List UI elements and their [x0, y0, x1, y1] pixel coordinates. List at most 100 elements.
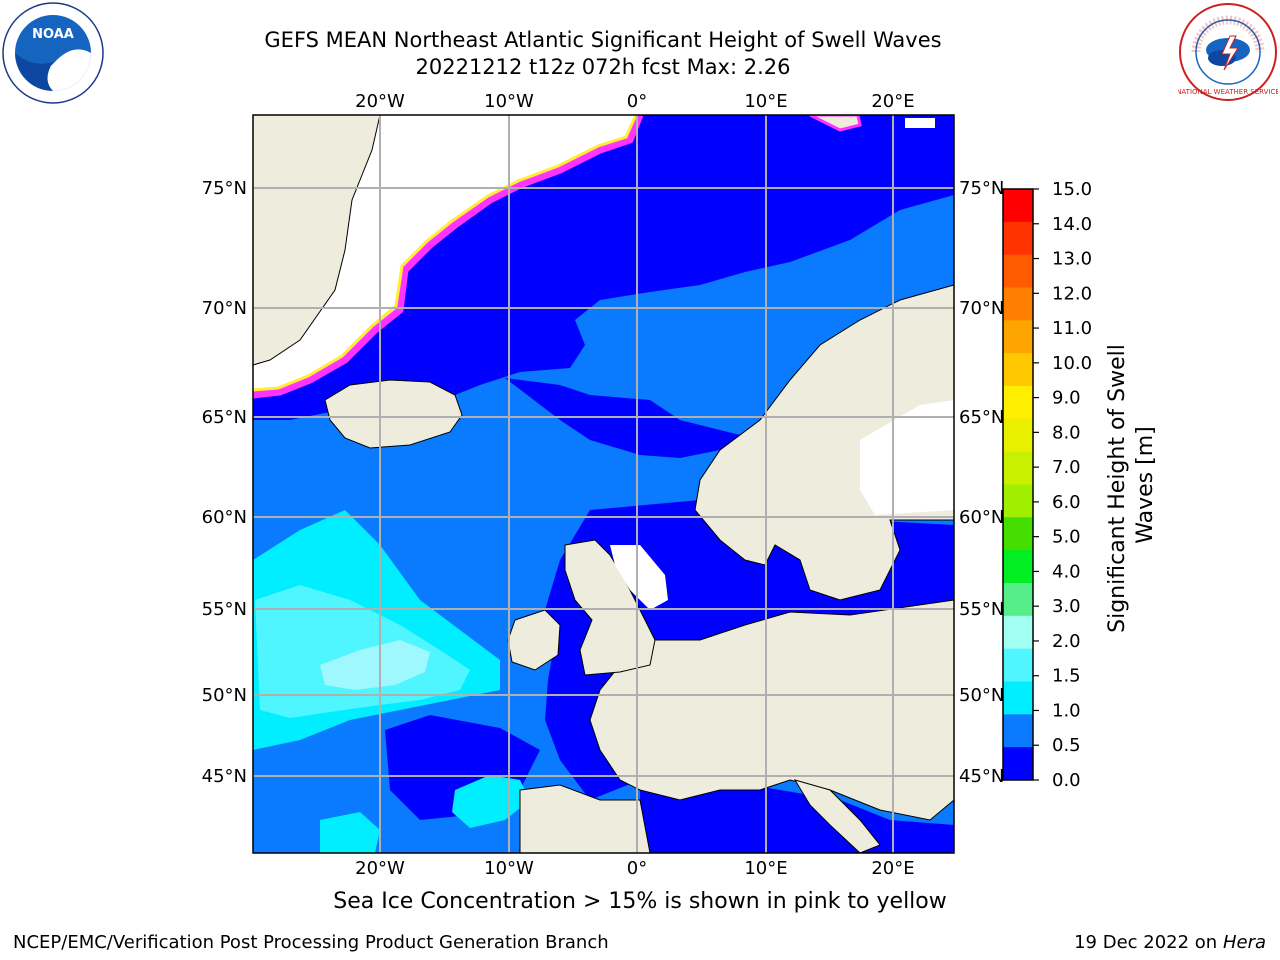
colorbar-tick-label: 1.5	[1052, 666, 1081, 687]
colorbar-tick-label: 15.0	[1052, 179, 1092, 200]
colorbar-swatch	[1003, 189, 1033, 223]
lat-labels-left: 75°N 70°N 65°N 60°N 55°N 50°N 45°N	[202, 178, 247, 787]
sea-ice-patch-barents	[905, 118, 935, 128]
lon-label-top: 10°W	[484, 91, 534, 112]
sea-ice-caption: Sea Ice Concentration > 15% is shown in …	[333, 889, 947, 914]
colorbar-tick-label: 1.0	[1052, 700, 1081, 721]
colorbar-swatch	[1003, 714, 1033, 748]
lat-label-right: 70°N	[959, 298, 1004, 319]
footer-date-text: 19 Dec 2022 on	[1074, 932, 1218, 953]
colorbar-frame	[1002, 188, 1034, 781]
colorbar	[1003, 189, 1033, 781]
sea-ice-patch-north-sea	[610, 545, 668, 610]
iberia-landmass	[519, 784, 651, 853]
svalbard-landmass	[809, 115, 862, 132]
map-plot-area	[253, 115, 954, 853]
colorbar-swatch	[1003, 386, 1033, 420]
footer-machine: Hera	[1222, 932, 1266, 953]
nws-logo: NATIONAL WEATHER SERVICE	[1178, 3, 1278, 101]
noaa-logo-text: NOAA	[32, 27, 74, 42]
lat-label-right: 50°N	[959, 685, 1004, 706]
colorbar-label-line1: Significant Height of Swell	[1105, 344, 1130, 633]
colorbar-swatch	[1003, 681, 1033, 715]
colorbar-tick-label: 7.0	[1052, 457, 1081, 478]
noaa-logo: NOAA	[2, 2, 104, 104]
swell-region-1.0-1.5-iberia	[452, 775, 530, 828]
lon-label-bottom: 20°W	[355, 858, 405, 879]
colorbar-tick-label: 5.0	[1052, 527, 1081, 548]
lat-label-right: 75°N	[959, 178, 1004, 199]
colorbar-swatch	[1003, 550, 1033, 584]
colorbar-swatch	[1003, 615, 1033, 650]
colorbar-tick-label: 0.0	[1052, 770, 1081, 791]
colorbar-tick-label: 10.0	[1052, 353, 1092, 374]
colorbar-tick-label: 12.0	[1052, 283, 1092, 304]
colorbar-swatch	[1003, 418, 1033, 453]
lon-labels-bottom: 20°W 10°W 0° 10°E 20°E	[355, 858, 914, 879]
lat-label-right: 65°N	[959, 407, 1004, 428]
lon-labels-top: 20°W 10°W 0° 10°E 20°E	[355, 91, 914, 112]
colorbar-swatch	[1003, 583, 1033, 617]
colorbar-tick-label: 8.0	[1052, 422, 1081, 443]
colorbar-swatch	[1003, 320, 1033, 354]
lat-labels-right: 75°N 70°N 65°N 60°N 55°N 50°N 45°N	[959, 178, 1004, 787]
lat-label-right: 60°N	[959, 507, 1004, 528]
colorbar-tick-label: 9.0	[1052, 388, 1081, 409]
lat-label-left: 55°N	[202, 599, 247, 620]
lon-label-top: 0°	[627, 91, 647, 112]
lat-label-right: 55°N	[959, 599, 1004, 620]
colorbar-tick-label: 0.5	[1052, 735, 1081, 756]
lat-label-left: 45°N	[202, 766, 247, 787]
colorbar-tick-labels: 15.0 14.0 13.0 12.0 11.0 10.0 9.0 8.0 7.0 6.0 5.0 4…	[1033, 179, 1092, 791]
lon-label-bottom: 0°	[627, 858, 647, 879]
footer-credit: NCEP/EMC/Verification Post Processing Pr…	[13, 932, 609, 953]
footer-date: 19 Dec 2022 on Hera	[1074, 932, 1266, 953]
iceland-landmass	[324, 379, 463, 449]
swell-region-2.0-2.5	[320, 640, 430, 690]
lon-label-top: 20°W	[355, 91, 405, 112]
greenland-landmass	[253, 115, 381, 366]
great-britain-landmass	[564, 539, 656, 676]
colorbar-tick-label: 14.0	[1052, 214, 1092, 235]
italy-landmass	[793, 779, 881, 853]
lat-label-right: 45°N	[959, 766, 1004, 787]
colorbar-tick-label: 4.0	[1052, 561, 1081, 582]
lon-label-bottom: 10°E	[744, 858, 787, 879]
lat-label-left: 70°N	[202, 298, 247, 319]
lat-label-left: 75°N	[202, 178, 247, 199]
colorbar-tick-label: 6.0	[1052, 492, 1081, 513]
colorbar-swatch	[1003, 451, 1033, 485]
colorbar-tick-label: 3.0	[1052, 596, 1081, 617]
map-title: GEFS MEAN Northeast Atlantic Significant…	[264, 28, 942, 52]
colorbar-swatch	[1003, 747, 1033, 781]
colorbar-tick-label: 13.0	[1052, 249, 1092, 270]
lon-label-top: 10°E	[744, 91, 787, 112]
lon-label-bottom: 20°E	[871, 858, 914, 879]
colorbar-label: Significant Height of Swell Waves [m]	[1105, 337, 1158, 633]
low-swell-region-mediterranean	[640, 780, 954, 853]
sea-ice-patch-gulf-of-bothnia	[860, 400, 954, 515]
map-subtitle: 20221212 t12z 072h fcst Max: 2.26	[415, 55, 791, 79]
colorbar-swatch	[1003, 254, 1033, 288]
sea-ice-edge-pink	[253, 115, 644, 399]
sea-ice-edge-yellow	[253, 115, 638, 392]
colorbar-tick-label: 2.0	[1052, 631, 1081, 652]
lon-label-top: 20°E	[871, 91, 914, 112]
lat-label-left: 60°N	[202, 507, 247, 528]
swell-region-1.0-1.5-south	[320, 812, 380, 853]
map-frame	[252, 114, 955, 854]
graticule	[253, 115, 954, 853]
colorbar-swatch	[1003, 517, 1033, 551]
colorbar-swatch	[1003, 648, 1033, 682]
colorbar-swatch	[1003, 287, 1033, 321]
lat-label-left: 50°N	[202, 685, 247, 706]
colorbar-swatch	[1003, 353, 1033, 387]
colorbar-swatch	[1003, 484, 1033, 518]
nws-logo-text: NATIONAL WEATHER SERVICE	[1178, 88, 1278, 96]
colorbar-label-line2: Waves [m]	[1133, 426, 1158, 543]
colorbar-tick-label: 11.0	[1052, 318, 1092, 339]
colorbar-swatch	[1003, 221, 1033, 256]
lat-label-left: 65°N	[202, 407, 247, 428]
lon-label-bottom: 10°W	[484, 858, 534, 879]
